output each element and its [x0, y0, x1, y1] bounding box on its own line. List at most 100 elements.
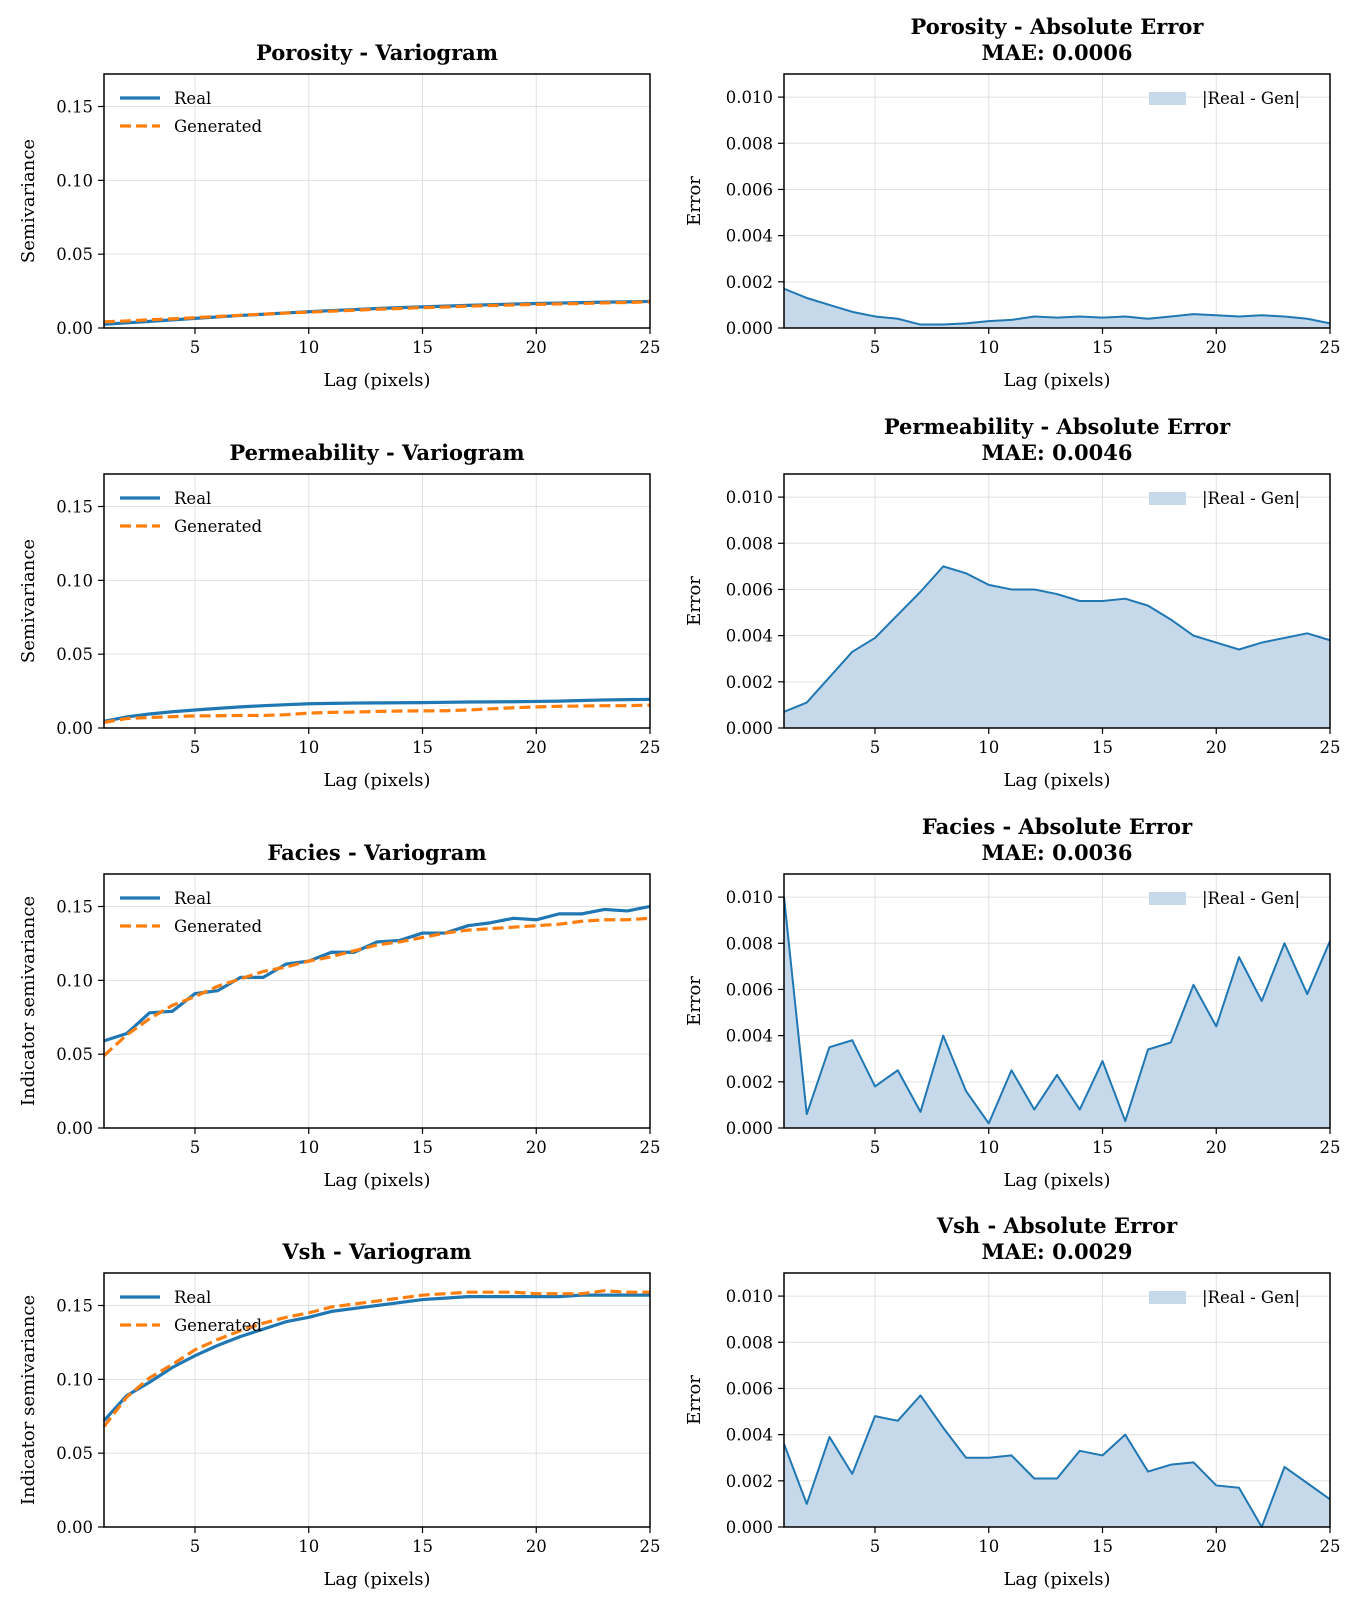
legend-label: Generated [174, 117, 262, 136]
variogram-panel-2: 5 10 15 20 25 0.00 0.05 0.10 0.15 Lag (pixels) Sem… [18, 440, 661, 791]
y-tick-label: 0.05 [56, 245, 93, 264]
chart-title: Permeability - Variogram [229, 440, 524, 465]
y-tick-label: 0.05 [56, 1045, 93, 1064]
error-area [784, 288, 1330, 328]
y-tick-label: 0.010 [726, 488, 773, 507]
x-tick-label: 15 [1092, 738, 1113, 757]
x-tick-label: 5 [190, 1138, 201, 1157]
y-tick-label: 0.10 [56, 171, 93, 190]
x-tick-label: 15 [412, 738, 433, 757]
y-tick-label: 0.004 [726, 1426, 773, 1445]
legend-swatch-error [1149, 92, 1186, 105]
chart-title: Porosity - Absolute Error [911, 14, 1205, 39]
y-axis-label: Semivariance [18, 539, 39, 663]
y-tick-label: 0.002 [726, 273, 773, 292]
legend-label: Generated [174, 917, 262, 936]
x-tick-label: 25 [640, 338, 661, 357]
axes-frame [103, 73, 651, 329]
y-tick-label: 0.000 [726, 1518, 773, 1537]
generated-series-line [102, 916, 651, 1057]
chart-title: Facies - Absolute Error [922, 814, 1193, 839]
x-tick-label: 25 [1320, 738, 1341, 757]
legend-swatch-error [1149, 1291, 1186, 1304]
y-tick-label: 0.008 [726, 1333, 773, 1352]
x-tick-label: 20 [1206, 1138, 1227, 1157]
x-tick-label: 20 [526, 738, 547, 757]
legend-label: |Real - Gen| [1202, 489, 1300, 508]
x-tick-label: 25 [1320, 1537, 1341, 1556]
legend-label: Real [174, 1288, 211, 1307]
error-line [783, 565, 1331, 713]
x-tick-label: 5 [190, 338, 201, 357]
error-area [784, 897, 1330, 1128]
y-tick-label: 0.004 [726, 227, 773, 246]
x-tick-label: 10 [298, 338, 319, 357]
legend-label: Generated [174, 517, 262, 536]
real-series-line [102, 1293, 650, 1422]
legend-label: Generated [174, 1316, 262, 1335]
axes-frame [783, 473, 1331, 729]
chart-title: Vsh - Variogram [281, 1239, 471, 1264]
x-tick-label: 20 [526, 1537, 547, 1556]
x-tick-label: 5 [870, 1537, 881, 1556]
x-tick-label: 5 [190, 1537, 201, 1556]
y-tick-label: 0.15 [56, 497, 93, 516]
y-tick-label: 0.000 [726, 1119, 773, 1138]
variogram-panel-4: 5 10 15 20 25 0.00 0.05 0.10 0.15 Lag (pixels) Ind… [18, 1239, 661, 1590]
x-tick-label: 5 [870, 338, 881, 357]
y-axis-label: Error [684, 976, 705, 1026]
mae-subtitle: MAE: 0.0036 [982, 840, 1133, 865]
y-tick-label: 0.008 [726, 934, 773, 953]
x-tick-label: 25 [640, 1138, 661, 1157]
error-line [783, 1394, 1331, 1528]
mae-subtitle: MAE: 0.0029 [982, 1239, 1133, 1264]
axes-frame [783, 73, 1331, 329]
error-panel-1: 5 10 15 20 25 0.000 0.002 0.004 0.006 0.008 0.010 L… [684, 14, 1341, 391]
x-axis-label: Lag (pixels) [323, 770, 430, 791]
y-tick-label: 0.00 [56, 319, 93, 338]
x-tick-label: 15 [1092, 1138, 1113, 1157]
legend-swatch-error [1149, 892, 1186, 905]
x-tick-label: 15 [1092, 338, 1113, 357]
x-tick-label: 5 [870, 738, 881, 757]
x-tick-label: 25 [640, 1537, 661, 1556]
legend-label: |Real - Gen| [1202, 889, 1300, 908]
x-axis-label: Lag (pixels) [1003, 1170, 1110, 1191]
axes-frame [783, 873, 1331, 1129]
axes-frame [103, 873, 651, 1129]
y-tick-label: 0.008 [726, 534, 773, 553]
x-tick-label: 15 [412, 1138, 433, 1157]
legend-swatch-error [1149, 492, 1186, 505]
legend: |Real - Gen| [1149, 1288, 1300, 1307]
error-panel-4: 5 10 15 20 25 0.000 0.002 0.004 0.006 0.008 0.010 L… [684, 1213, 1341, 1590]
y-tick-label: 0.008 [726, 134, 773, 153]
chart-title: Porosity - Variogram [256, 40, 498, 65]
y-tick-label: 0.010 [726, 888, 773, 907]
real-series-line [103, 697, 651, 723]
x-tick-label: 10 [978, 338, 999, 357]
x-tick-label: 10 [978, 738, 999, 757]
legend: Real Generated [120, 1288, 262, 1335]
y-axis-label: Error [684, 1375, 705, 1425]
y-tick-label: 0.006 [726, 580, 773, 599]
generated-series-line [103, 300, 651, 324]
y-axis-label: Indicator semivariance [18, 896, 39, 1106]
y-tick-label: 0.000 [726, 719, 773, 738]
legend-label: |Real - Gen| [1202, 89, 1300, 108]
x-tick-label: 25 [1320, 1138, 1341, 1157]
y-tick-label: 0.000 [726, 319, 773, 338]
error-area [784, 1395, 1330, 1527]
y-tick-label: 0.00 [56, 1518, 93, 1537]
error-line [783, 896, 1331, 1125]
legend-label: |Real - Gen| [1202, 1288, 1300, 1307]
y-axis-label: Error [684, 576, 705, 626]
axes-frame [103, 473, 651, 729]
y-axis-label: Semivariance [18, 139, 39, 263]
variogram-panel-3: 5 10 15 20 25 0.00 0.05 0.10 0.15 Lag (pixels) Ind… [18, 840, 661, 1191]
generated-series-line [103, 703, 651, 724]
error-panel-2: 5 10 15 20 25 0.000 0.002 0.004 0.006 0.008 0.010 L… [684, 414, 1341, 791]
x-axis-label: Lag (pixels) [323, 370, 430, 391]
y-tick-label: 0.10 [56, 571, 93, 590]
x-tick-label: 10 [978, 1537, 999, 1556]
x-tick-label: 15 [1092, 1537, 1113, 1556]
